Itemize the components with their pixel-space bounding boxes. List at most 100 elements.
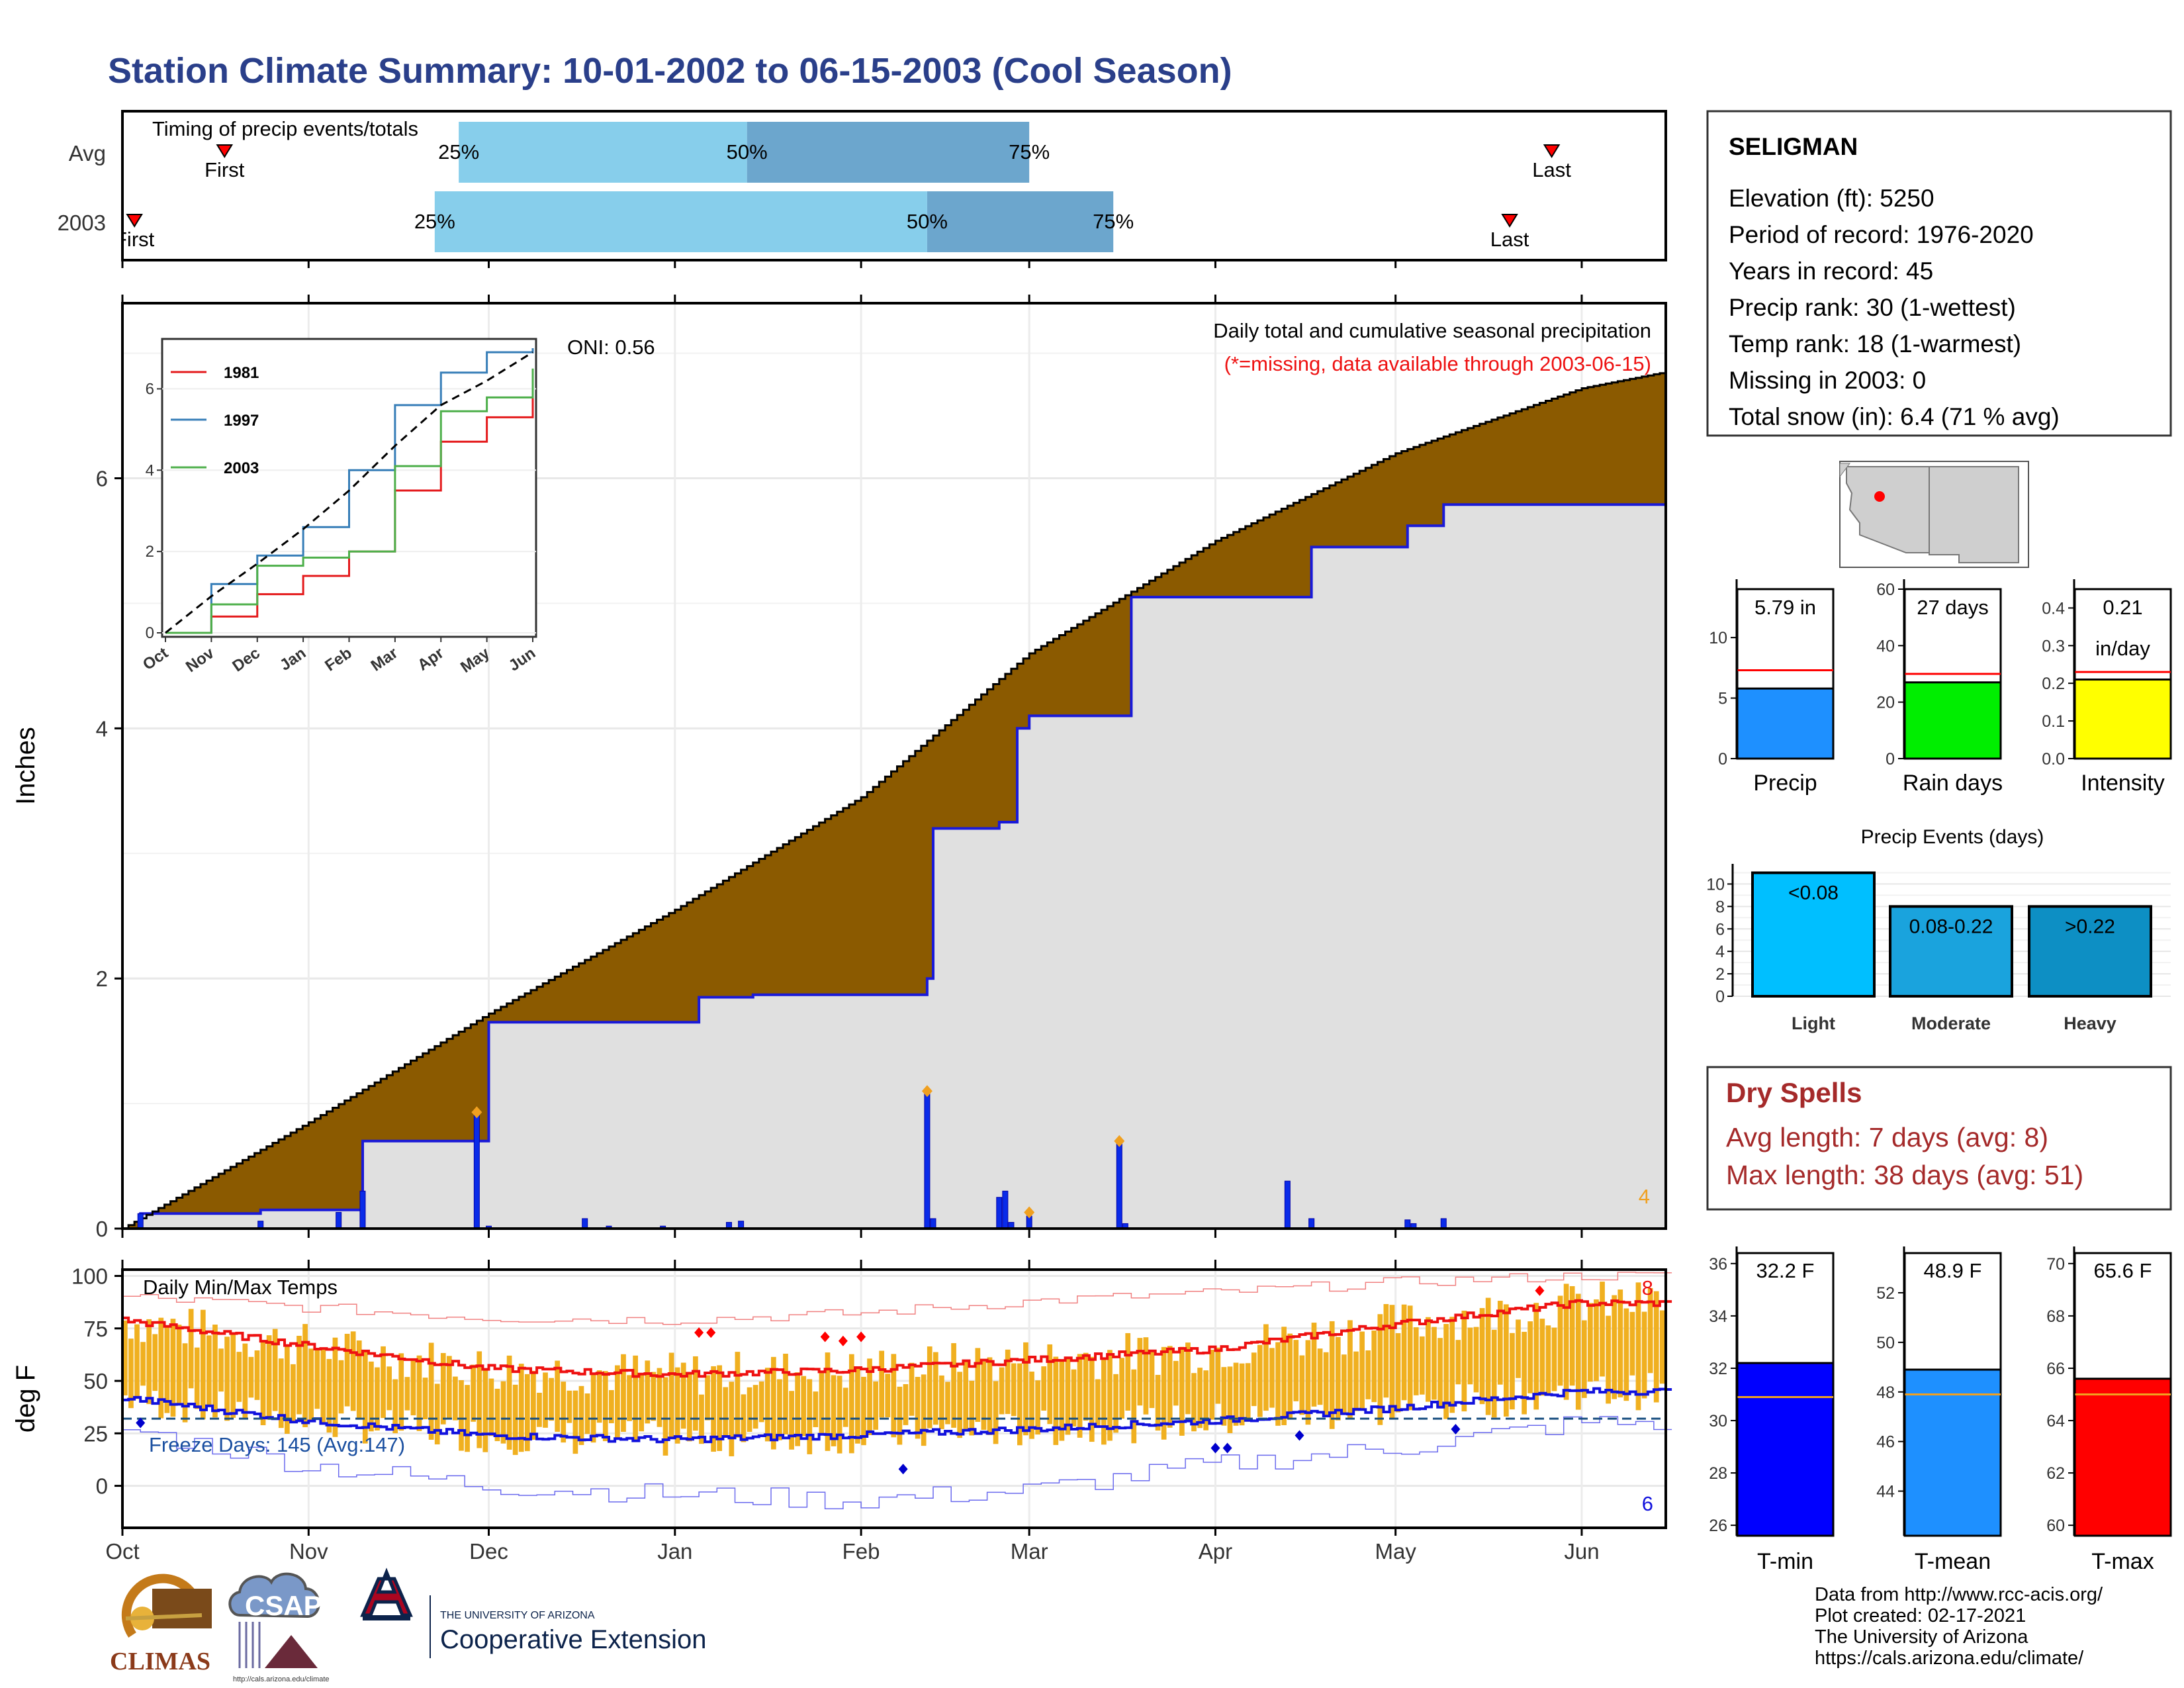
- daily-temp-bar: [668, 1352, 674, 1438]
- daily-temp-bar: [651, 1372, 657, 1421]
- daily-temp-bar: [1065, 1358, 1071, 1435]
- temp-bar-label: T-mean: [1915, 1549, 1991, 1574]
- cumulative-2003-line: [122, 503, 1667, 1230]
- daily-temp-bar: [1497, 1301, 1503, 1385]
- daily-temp-bar: [842, 1387, 848, 1427]
- inset-y-tick-label: 6: [146, 380, 154, 398]
- daily-temp-bar: [1329, 1321, 1335, 1429]
- daily-temp-bar: [369, 1361, 374, 1432]
- daily-temp-bar: [1653, 1291, 1659, 1403]
- daily-temp-bar: [555, 1360, 561, 1432]
- summary-bar-value: 27 days: [1917, 596, 1989, 619]
- daily-temp-bar: [260, 1340, 266, 1426]
- credit-line: https://cals.arizona.edu/climate/: [1815, 1648, 2084, 1669]
- daily-temp-bar: [1197, 1368, 1203, 1429]
- daily-temp-bar: [1323, 1352, 1329, 1415]
- daily-temp-bar: [987, 1357, 993, 1435]
- q50-q75-bar: [927, 191, 1114, 252]
- daily-temp-bar: [350, 1331, 356, 1411]
- temp-summary-bars: 32.2 F 26 28 30 32 34 36 T-min 48.9 F 44 46 48 50 52 T…: [1709, 1246, 2172, 1574]
- last-event-marker: [1543, 144, 1561, 158]
- missing-note: (*=missing, data available through 2003-…: [1224, 352, 1651, 375]
- daily-temp-bar: [897, 1386, 903, 1445]
- page-title: Station Climate Summary: 10-01-2002 to 0…: [108, 51, 1232, 91]
- daily-temp-bar: [356, 1340, 362, 1420]
- daily-temp-bar: [1647, 1288, 1653, 1374]
- daily-temp-bar: [320, 1349, 326, 1425]
- daily-temp-bar: [302, 1324, 308, 1428]
- daily-temp-bar: [1557, 1295, 1563, 1386]
- daily-temp-bar: [1437, 1338, 1443, 1407]
- record-low-marker: [1222, 1442, 1232, 1454]
- daily-temp-bar: [993, 1381, 999, 1444]
- daily-temp-bar: [1455, 1340, 1461, 1385]
- summary-y-tick-label: 60: [1876, 581, 1895, 599]
- precip-event-value: 0.08-0.22: [1909, 915, 1993, 937]
- summary-y-tick-label: 0.0: [2042, 750, 2065, 769]
- daily-temp-bar: [1659, 1310, 1665, 1384]
- temp-y-tick-label: 34: [1709, 1307, 1727, 1326]
- temp-bar-tmax: [2073, 1378, 2172, 1537]
- summary-bar-label: Precip: [1753, 771, 1817, 796]
- daily-temp-bar: [1617, 1289, 1623, 1397]
- daily-temp-bar: [1353, 1351, 1359, 1411]
- daily-temp-bar: [543, 1372, 548, 1428]
- daily-temp-bar: [1053, 1356, 1059, 1445]
- daily-temp-bar: [506, 1355, 512, 1450]
- timing-row-label-avg: Avg: [69, 141, 106, 165]
- csap-wordmark: CSAP: [245, 1590, 322, 1621]
- daily-temp-bar: [711, 1366, 716, 1452]
- daily-temp-bar: [1011, 1363, 1017, 1417]
- dry-spells-max: Max length: 38 days (avg: 51): [1726, 1160, 2083, 1190]
- temp-ylabel: deg F: [11, 1365, 40, 1432]
- daily-temp-bar: [1101, 1358, 1107, 1445]
- daily-temp-bar: [819, 1373, 825, 1434]
- daily-temp-bar: [723, 1387, 729, 1438]
- daily-temp-bar: [1077, 1354, 1083, 1438]
- temp-bar-tmean: [1903, 1368, 2002, 1537]
- summary-bar-value: 0.21: [2103, 596, 2142, 619]
- daily-temp-bar: [1426, 1317, 1431, 1402]
- ua-cooperative-extension: Cooperative Extension: [440, 1625, 706, 1654]
- daily-temp-bar: [1185, 1342, 1191, 1415]
- daily-temp-bar: [590, 1374, 596, 1443]
- daily-temp-bar: [933, 1352, 938, 1425]
- daily-temp-bar: [1485, 1297, 1491, 1415]
- summary-y-tick-label: 0.1: [2042, 712, 2065, 731]
- temp-y-tick-label: 50: [1876, 1334, 1895, 1352]
- daily-temp-bar: [1342, 1354, 1347, 1414]
- daily-temp-bar: [945, 1382, 950, 1425]
- daily-temp-bar: [1005, 1349, 1011, 1415]
- daily-temp-bar: [662, 1377, 668, 1456]
- daily-temp-bar: [375, 1367, 380, 1431]
- inset-y-tick-label: 4: [146, 461, 154, 479]
- daily-temp-bar: [1443, 1324, 1449, 1419]
- precip-legend-title: Daily total and cumulative seasonal prec…: [1213, 319, 1651, 342]
- daily-temp-bar: [428, 1342, 434, 1440]
- credit-line: The University of Arizona: [1815, 1626, 2028, 1648]
- daily-temp-bar: [1131, 1369, 1137, 1444]
- daily-temp-bar: [1539, 1319, 1545, 1396]
- csap-url: http://cals.arizona.edu/climate: [233, 1675, 330, 1683]
- daily-precip-bar: [924, 1090, 931, 1229]
- record-low-marker: [1210, 1442, 1220, 1454]
- daily-temp-bar: [975, 1348, 981, 1422]
- daily-temp-bar: [146, 1319, 152, 1405]
- record-high-marker: [820, 1331, 830, 1342]
- temp-bar-value: 32.2 F: [1756, 1259, 1815, 1282]
- daily-temp-bar: [729, 1382, 735, 1456]
- temp-title: Daily Min/Max Temps: [143, 1276, 338, 1299]
- daily-temp-bar: [1233, 1362, 1239, 1426]
- daily-temp-bar: [1432, 1327, 1437, 1400]
- daily-temp-bar: [200, 1309, 206, 1420]
- summary-y-tick-label: 0.4: [2042, 599, 2065, 618]
- daily-temp-bar: [248, 1356, 254, 1398]
- daily-temp-bar: [1281, 1327, 1287, 1425]
- daily-temp-bar: [717, 1365, 723, 1452]
- daily-temp-bar: [1623, 1308, 1629, 1401]
- daily-temp-bar: [1071, 1369, 1077, 1427]
- dry-spells-avg: Avg length: 7 days (avg: 8): [1726, 1122, 2048, 1152]
- daily-temp-bar: [500, 1381, 506, 1444]
- daily-temp-bar: [1467, 1327, 1473, 1385]
- y-tick-label: 100: [71, 1264, 108, 1289]
